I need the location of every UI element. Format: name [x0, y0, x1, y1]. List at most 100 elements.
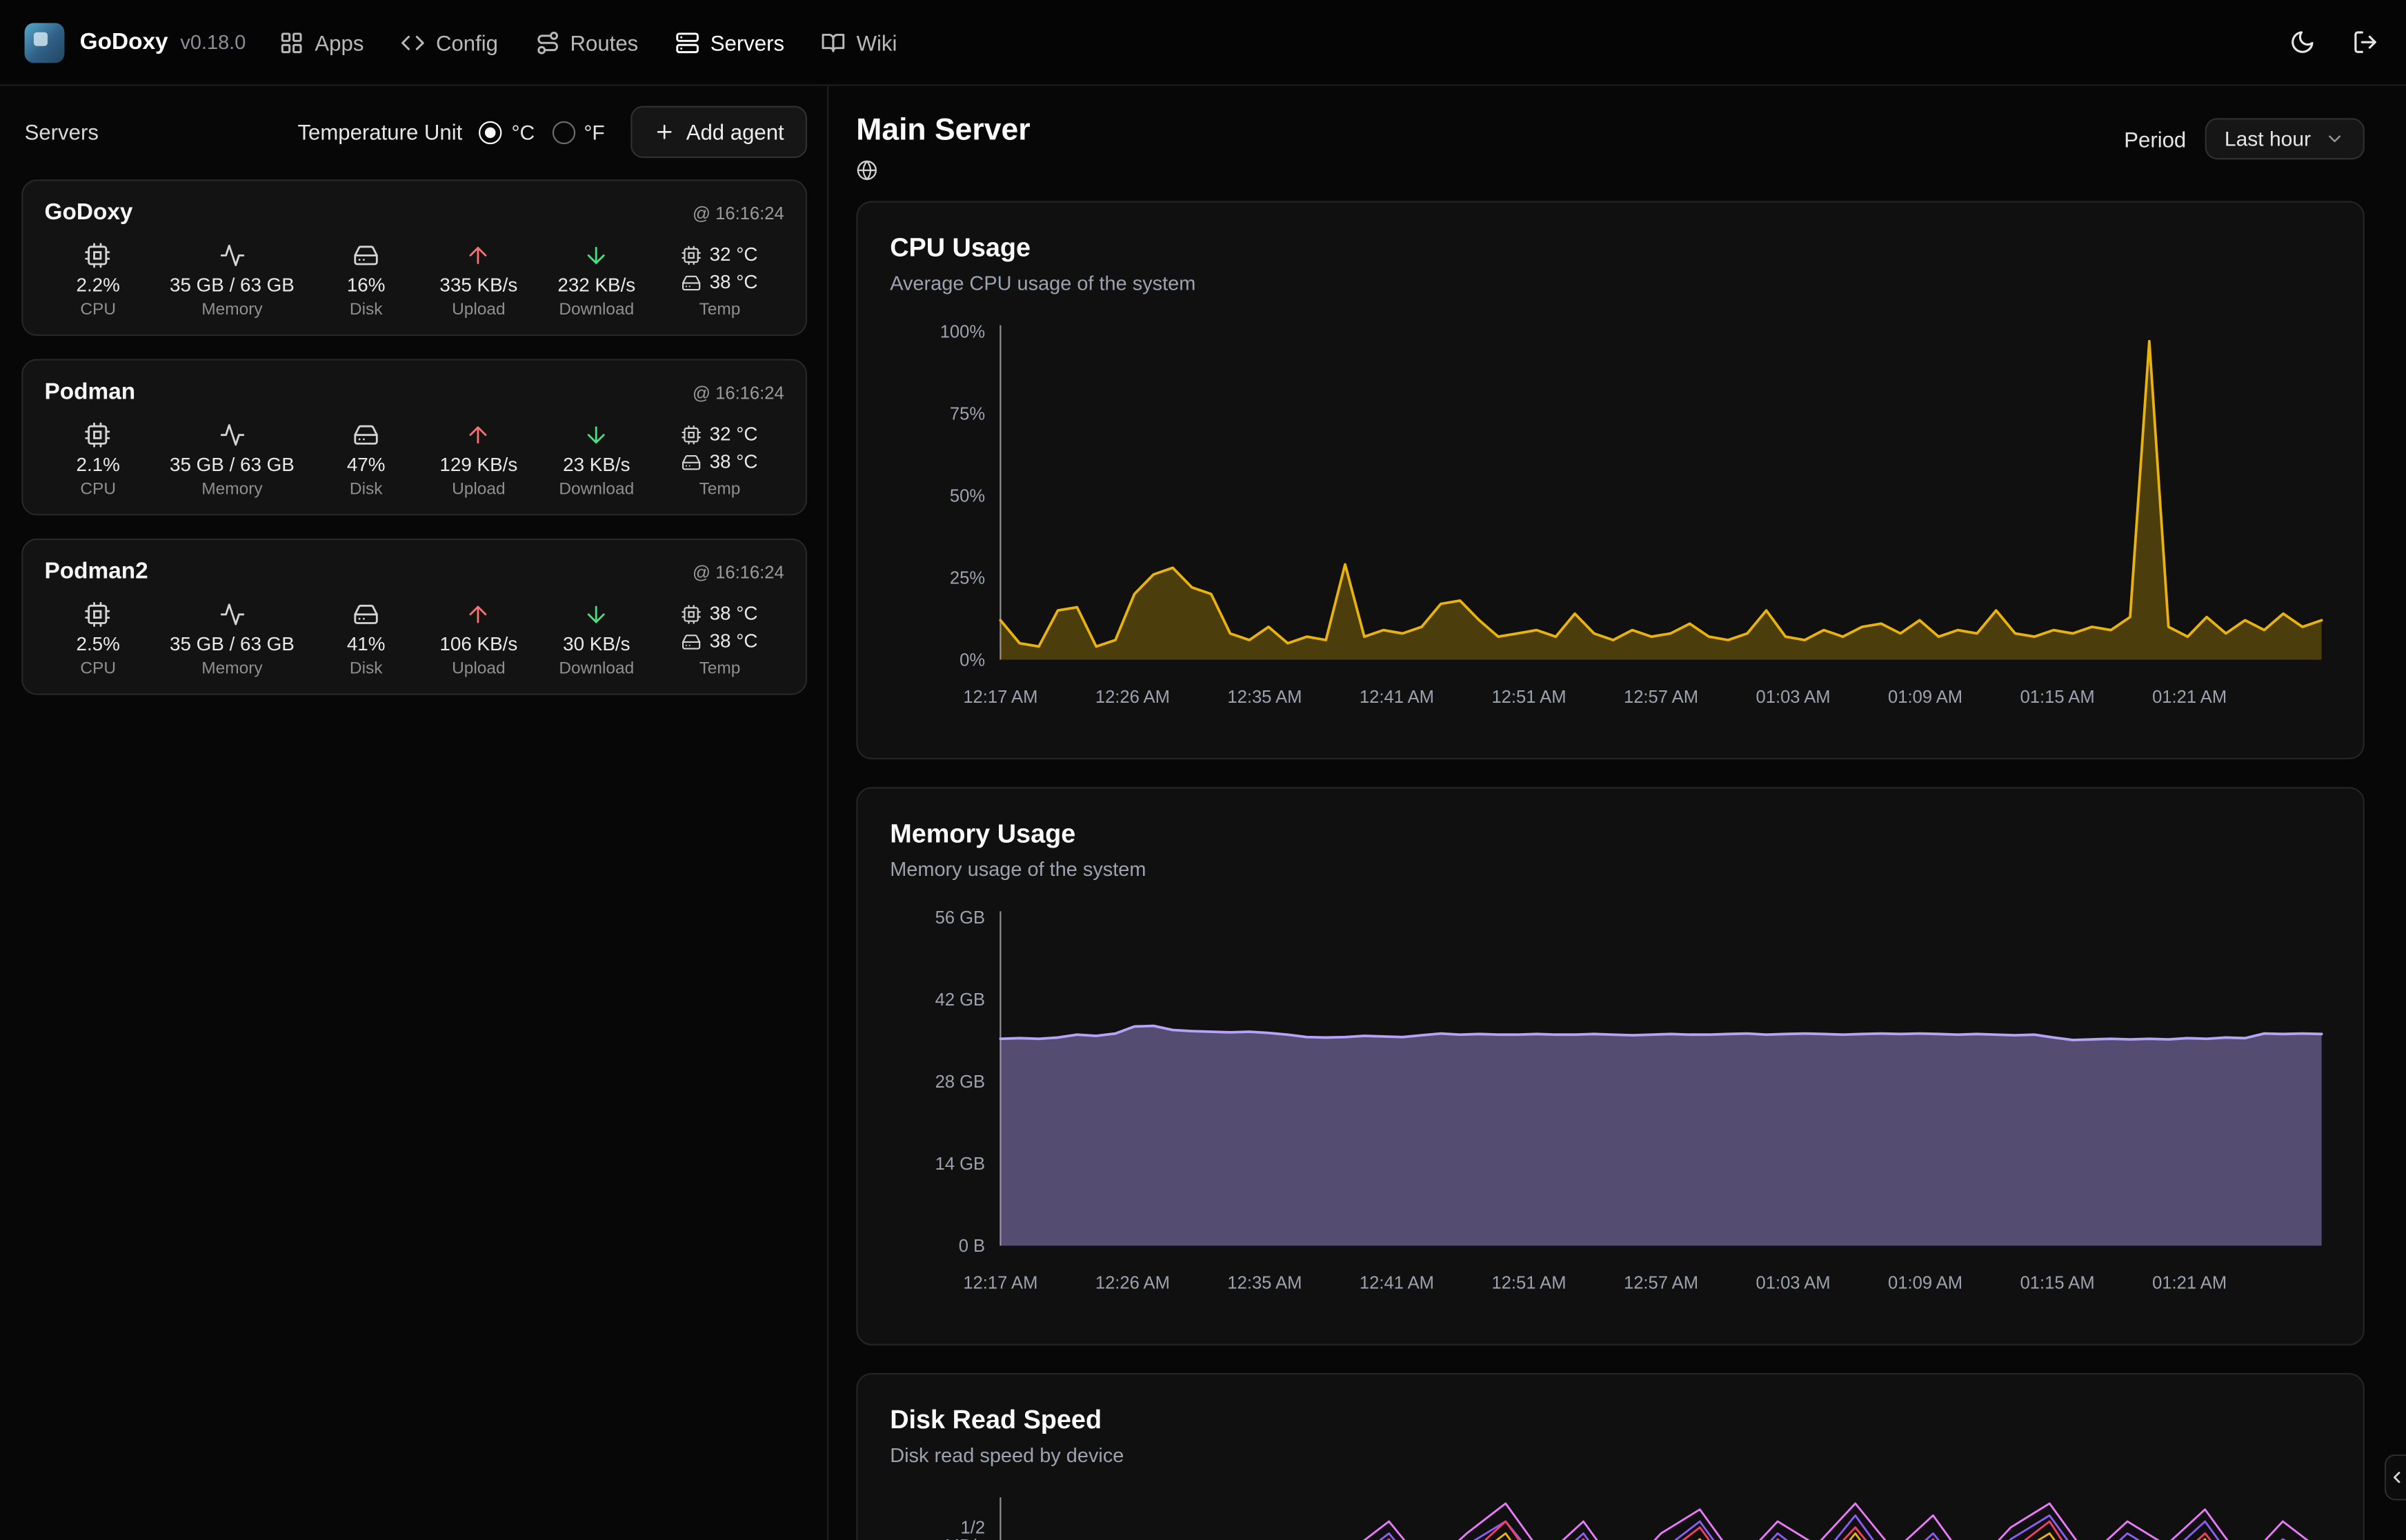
nav-item-servers[interactable]: Servers [675, 30, 784, 54]
activity-icon [219, 600, 246, 628]
hard-drive-icon [353, 421, 379, 448]
cpu-usage-chart: 0% 25% 50% 75% 100% 12:17 AM 12:26 AM 12:35 AM 1… [940, 322, 2323, 707]
cpu-value: 2.5% [76, 633, 120, 655]
svg-text:12:35 AM: 12:35 AM [1227, 688, 1302, 707]
server-card-godoxy[interactable]: GoDoxy @ 16:16:24 2.2% CPU 35 GB / 63 GB… [21, 179, 808, 337]
celsius-label[interactable]: °C [511, 120, 535, 143]
stat-cpu: 2.5% CPU [45, 600, 152, 678]
disk-temp-icon [682, 634, 702, 649]
download-arrow-icon [584, 600, 610, 628]
server-card-podman2[interactable]: Podman2 @ 16:16:24 2.5% CPU 35 GB / 63 G… [21, 538, 808, 695]
navbar-actions [2289, 29, 2378, 55]
fahrenheit-label[interactable]: °F [584, 120, 605, 143]
panel-collapse-handle[interactable] [2384, 1454, 2406, 1501]
chart-subtitle: Memory usage of the system [890, 857, 1146, 881]
chart-title: Memory Usage [890, 819, 1076, 849]
svg-text:01:15 AM: 01:15 AM [2020, 1274, 2095, 1293]
godoxy-logo [24, 22, 65, 63]
radio-unselected-icon[interactable] [551, 120, 575, 143]
cpu-temp-value: 32 °C [709, 423, 758, 446]
svg-text:1/2MB/s: 1/2MB/s [945, 1518, 985, 1540]
stat-temp: 32 °C 38 °C Temp [655, 421, 784, 499]
svg-text:01:03 AM: 01:03 AM [1756, 1274, 1831, 1293]
svg-text:12:41 AM: 12:41 AM [1360, 688, 1434, 707]
celsius-radio[interactable]: °C [479, 120, 535, 143]
server-timestamp: @ 16:16:24 [693, 564, 784, 583]
svg-text:75%: 75% [950, 404, 985, 423]
hard-drive-icon [353, 600, 379, 628]
stat-temp: 38 °C 38 °C Temp [655, 600, 784, 678]
nav-item-routes[interactable]: Routes [535, 30, 638, 54]
server-card-podman[interactable]: Podman @ 16:16:24 2.1% CPU 35 GB / 63 GB… [21, 359, 808, 516]
disk-label: Disk [349, 480, 383, 499]
apps-grid-icon [281, 32, 302, 53]
stat-download: 23 KB/s Download [537, 421, 655, 499]
disk-value: 16% [346, 274, 386, 297]
temp-label: Temp [699, 480, 741, 499]
cpu-temp-value: 38 °C [709, 603, 758, 625]
fahrenheit-radio[interactable]: °F [551, 120, 605, 143]
logout-icon[interactable] [2352, 29, 2378, 55]
temperature-unit-label: Temperature Unit [297, 119, 463, 145]
download-value: 23 KB/s [563, 454, 630, 476]
stat-disk: 41% Disk [312, 600, 419, 678]
cpu-temp-value: 32 °C [709, 243, 758, 266]
svg-text:50%: 50% [950, 486, 985, 506]
svg-text:01:15 AM: 01:15 AM [2020, 688, 2095, 707]
disk-temp-value: 38 °C [709, 630, 758, 652]
svg-text:12:26 AM: 12:26 AM [1095, 688, 1170, 707]
stat-upload: 106 KB/s Upload [419, 600, 537, 678]
stat-download: 30 KB/s Download [537, 600, 655, 678]
upload-arrow-icon [466, 421, 492, 448]
download-value: 232 KB/s [557, 274, 636, 297]
panel-title: Servers [24, 119, 99, 145]
upload-label: Upload [452, 301, 506, 319]
server-name: Podman2 [44, 558, 148, 585]
period-dropdown[interactable]: Last hour [2204, 118, 2365, 160]
route-icon [537, 30, 558, 54]
disk-read-speed-chart: 1/2MB/s [945, 1497, 2309, 1540]
add-agent-button[interactable]: Add agent [630, 106, 808, 159]
svg-text:01:09 AM: 01:09 AM [1888, 688, 1962, 707]
add-agent-label: Add agent [686, 119, 784, 145]
theme-toggle-moon-icon[interactable] [2289, 29, 2316, 55]
main-header: Main Server Period Last hour [830, 86, 2406, 189]
radio-selected-icon[interactable] [479, 120, 503, 143]
upload-label: Upload [452, 659, 506, 679]
svg-text:12:35 AM: 12:35 AM [1227, 1274, 1302, 1293]
book-icon [822, 32, 845, 52]
page-title: Main Server [856, 113, 1031, 148]
nav-item-wiki[interactable]: Wiki [821, 30, 897, 54]
navbar: GoDoxy v0.18.0 Apps Config Routes Server… [0, 0, 2406, 86]
period-value: Last hour [2224, 127, 2311, 151]
activity-icon [219, 241, 246, 268]
upload-arrow-icon [466, 241, 492, 268]
stat-cpu: 2.1% CPU [45, 421, 152, 499]
upload-value: 335 KB/s [439, 274, 518, 297]
memory-value: 35 GB / 63 GB [170, 274, 295, 297]
svg-text:01:09 AM: 01:09 AM [1888, 1274, 1962, 1293]
activity-icon [219, 421, 246, 448]
hard-drive-icon [353, 241, 379, 268]
stat-memory: 35 GB / 63 GB Memory [152, 241, 312, 319]
chart-title: Disk Read Speed [890, 1405, 1102, 1434]
svg-text:01:03 AM: 01:03 AM [1756, 688, 1831, 707]
memory-label: Memory [201, 480, 263, 499]
chevron-left-icon [2392, 1472, 2400, 1483]
svg-text:25%: 25% [950, 568, 985, 588]
nav-item-apps[interactable]: Apps [279, 30, 364, 54]
svg-text:56 GB: 56 GB [935, 908, 986, 928]
brand-name: GoDoxy [79, 29, 168, 56]
cpu-temp-icon [682, 604, 702, 623]
server-status-row [856, 159, 1030, 188]
stat-download: 232 KB/s Download [537, 241, 655, 319]
stat-memory: 35 GB / 63 GB Memory [152, 600, 312, 678]
main-content: Main Server Period Last hour CPU Usage A… [830, 86, 2406, 1540]
nav-menu: Apps Config Routes Servers Wiki [279, 30, 897, 54]
svg-text:12:51 AM: 12:51 AM [1491, 688, 1566, 707]
cpu-icon [85, 241, 111, 268]
memory-usage-card: Memory Usage Memory usage of the system … [856, 787, 2365, 1346]
svg-text:12:41 AM: 12:41 AM [1360, 1274, 1434, 1293]
nav-item-config[interactable]: Config [401, 30, 498, 54]
